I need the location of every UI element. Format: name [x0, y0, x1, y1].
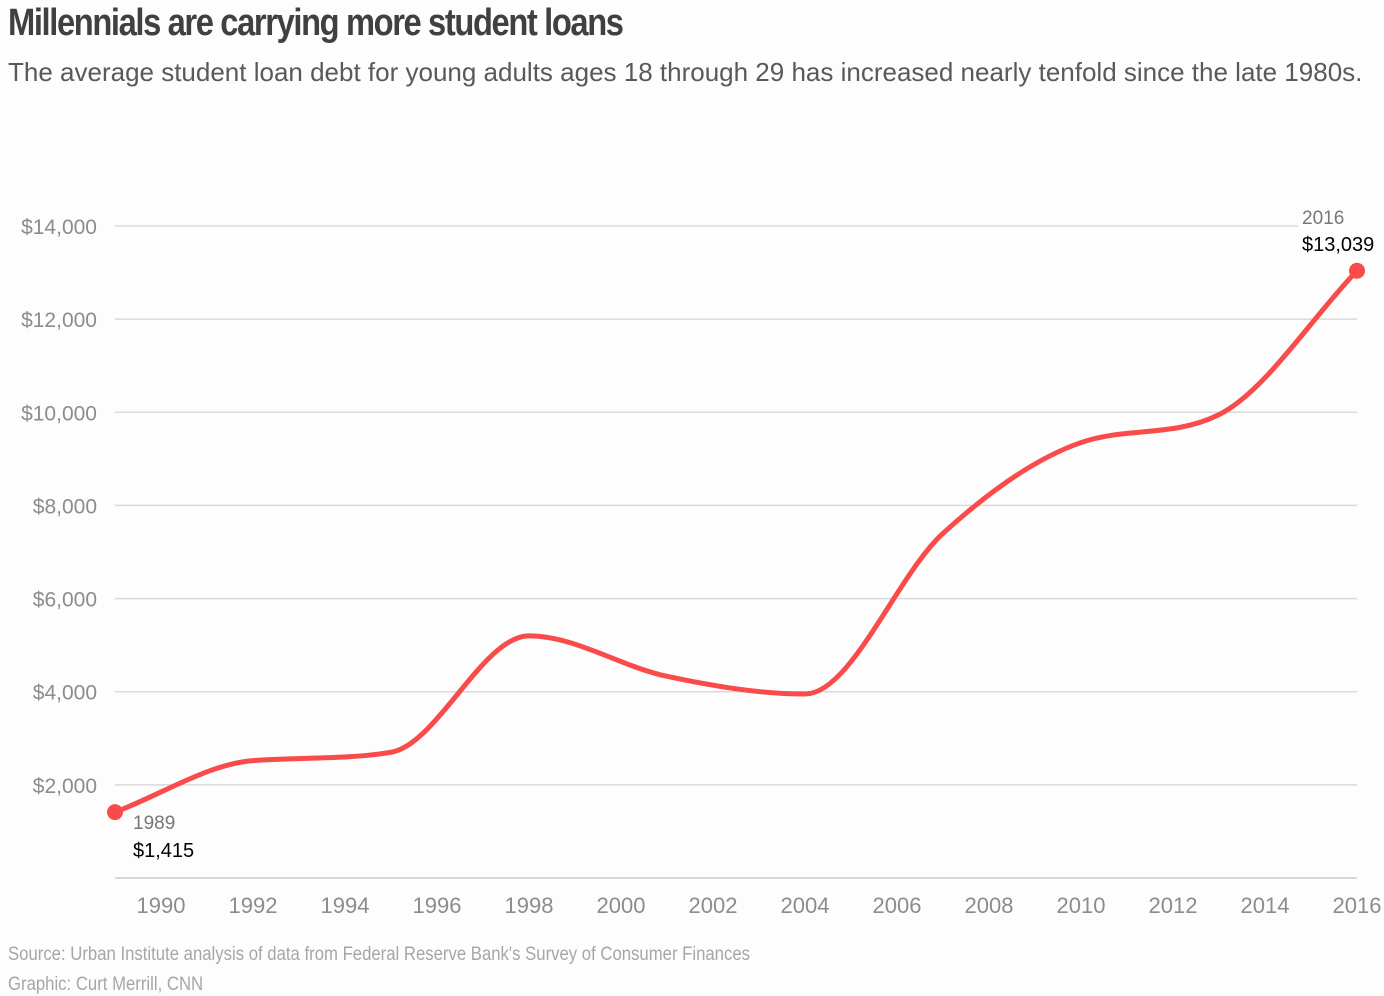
x-tick-label: 2010	[1057, 893, 1106, 918]
x-tick-label: 2006	[873, 893, 922, 918]
y-tick-label: $14,000	[21, 216, 97, 239]
chart-subtitle: The average student loan debt for young …	[8, 57, 1363, 87]
start-label-bg	[128, 811, 188, 863]
x-tick-label: 1994	[321, 893, 370, 918]
end-annotation-value: $13,039	[1302, 234, 1374, 256]
y-axis-ticks: $2,000 $4,000 $6,000 $8,000 $10,000 $12,000 $1…	[21, 216, 97, 798]
end-point-marker	[1349, 262, 1365, 279]
y-tick-label: $12,000	[21, 309, 97, 332]
x-axis-ticks: 1990 1992 1994 1996 1998 2000 2002 2004 2006 2008…	[137, 893, 1382, 918]
end-annotation-year: 2016	[1302, 208, 1344, 229]
x-tick-label: 2000	[597, 893, 646, 918]
start-point-marker	[107, 804, 123, 821]
series-line	[112, 268, 1360, 815]
start-annotation-value: $1,415	[133, 840, 194, 862]
y-tick-label: $2,000	[33, 775, 97, 798]
y-tick-label: $4,000	[33, 682, 97, 705]
x-tick-label: 1992	[229, 893, 278, 918]
y-tick-label: $6,000	[33, 589, 97, 612]
end-label-bg	[1298, 204, 1384, 260]
x-tick-label: 2012	[1149, 893, 1198, 918]
x-tick-label: 2016	[1333, 893, 1382, 918]
gridlines	[115, 225, 1357, 879]
x-tick-label: 2008	[965, 893, 1014, 918]
x-tick-label: 1996	[413, 893, 462, 918]
x-tick-label: 1998	[505, 893, 554, 918]
x-tick-label: 1990	[137, 893, 186, 918]
x-tick-label: 2002	[689, 893, 738, 918]
x-tick-label: 2014	[1241, 893, 1290, 918]
source-note: Source: Urban Institute analysis of data…	[8, 944, 751, 965]
y-tick-label: $8,000	[33, 495, 97, 518]
y-tick-label: $10,000	[21, 402, 97, 425]
chart-title: Millennials are carrying more student lo…	[8, 2, 624, 44]
graphic-credit: Graphic: Curt Merrill, CNN	[8, 974, 204, 995]
x-tick-label: 2004	[781, 893, 830, 918]
start-annotation-year: 1989	[133, 813, 175, 834]
